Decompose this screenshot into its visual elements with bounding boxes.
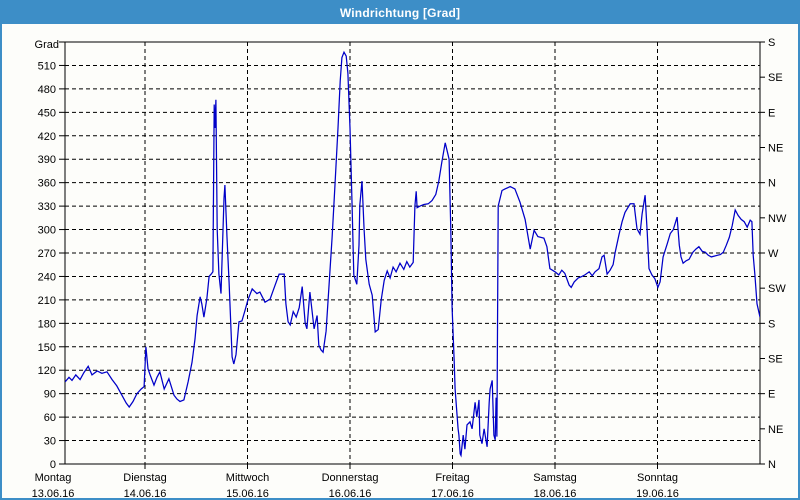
date-label: 18.06.16 <box>534 488 577 500</box>
y-axis-tick-label: 270 <box>38 248 56 260</box>
compass-label: E <box>768 389 775 401</box>
date-label: 16.06.16 <box>329 488 372 500</box>
y-axis-tick-label: 390 <box>38 154 56 166</box>
date-label: 15.06.16 <box>226 488 269 500</box>
y-axis-unit-label: Grad <box>35 39 59 51</box>
day-label: Freitag <box>435 472 469 484</box>
y-axis-tick-label: 330 <box>38 201 56 213</box>
wind-direction-line <box>65 50 760 458</box>
day-label: Dienstag <box>123 472 166 484</box>
y-axis-tick-label: 450 <box>38 107 56 119</box>
y-axis-tick-label: 60 <box>44 412 56 424</box>
y-axis-tick-label: 30 <box>44 436 56 448</box>
compass-label: SE <box>768 354 783 366</box>
date-label: 14.06.16 <box>124 488 167 500</box>
y-axis-tick-label: 360 <box>38 178 56 190</box>
compass-label: SW <box>768 283 786 295</box>
y-axis-tick-label: 0 <box>50 459 56 471</box>
day-label: Donnerstag <box>322 472 379 484</box>
day-label: Sonntag <box>637 472 678 484</box>
y-axis-tick-label: 240 <box>38 271 56 283</box>
compass-label: NW <box>768 213 787 225</box>
window-titlebar[interactable]: Windrichtung [Grad] <box>2 2 798 24</box>
date-label: 19.06.16 <box>636 488 679 500</box>
date-label: 13.06.16 <box>32 488 75 500</box>
date-label: 17.06.16 <box>431 488 474 500</box>
y-axis-tick-label: 480 <box>38 84 56 96</box>
y-axis-tick-label: 300 <box>38 225 56 237</box>
compass-label: NE <box>768 143 783 155</box>
compass-label: W <box>768 248 779 260</box>
compass-label: N <box>768 178 776 190</box>
day-label: Montag <box>35 472 72 484</box>
y-axis-tick-label: 420 <box>38 131 56 143</box>
y-axis-tick-label: 90 <box>44 389 56 401</box>
compass-label: SE <box>768 72 783 84</box>
y-axis-tick-label: 210 <box>38 295 56 307</box>
compass-label: E <box>768 107 775 119</box>
day-label: Mittwoch <box>226 472 269 484</box>
compass-label: S <box>768 37 775 49</box>
y-axis-tick-label: 150 <box>38 342 56 354</box>
window-title: Windrichtung [Grad] <box>339 6 461 20</box>
y-axis-tick-label: 120 <box>38 365 56 377</box>
y-axis-tick-label: 510 <box>38 60 56 72</box>
compass-label: NE <box>768 424 783 436</box>
compass-label: N <box>768 459 776 471</box>
compass-label: S <box>768 318 775 330</box>
y-axis-tick-label: 180 <box>38 318 56 330</box>
day-label: Samstag <box>533 472 576 484</box>
